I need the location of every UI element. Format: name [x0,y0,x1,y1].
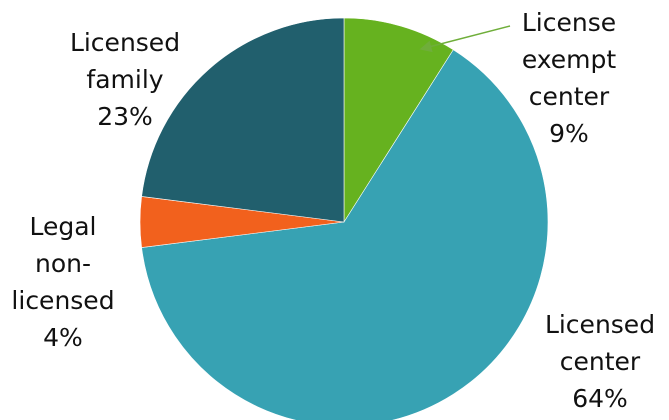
pie-slice-licensed-center [141,49,549,420]
pie-slice-license-exempt-center [343,17,454,224]
label-legal-non-licensed-line-1: Legal [29,212,97,241]
label-licensed-center-value: 64% [572,384,628,413]
label-license-exempt-center-line-1: License [521,8,617,37]
label-license-exempt-center: License exempt center 9% [508,4,630,152]
label-legal-non-licensed-line-3: licensed [11,286,115,315]
label-legal-non-licensed-line-2: non- [34,249,91,278]
label-license-exempt-center-line-2: exempt [521,45,617,74]
pie-slices [139,17,549,420]
label-licensed-center-line-1: Licensed [544,310,656,339]
label-licensed-center: Licensed center 64% [535,306,665,417]
label-licensed-family: Licensed family 23% [60,24,190,135]
label-licensed-family-line-2: family [86,65,164,94]
label-legal-non-licensed-value: 4% [43,323,83,352]
label-license-exempt-center-value: 9% [549,119,589,148]
label-licensed-center-line-2: center [559,347,641,376]
label-legal-non-licensed: Legal non- licensed 4% [8,208,118,356]
pie-slice-licensed-family [141,17,345,223]
label-license-exempt-center-line-3: center [528,82,610,111]
callout-arrow-license-exempt-center [419,25,511,53]
label-licensed-family-value: 23% [97,102,153,131]
label-licensed-family-line-1: Licensed [69,28,181,57]
